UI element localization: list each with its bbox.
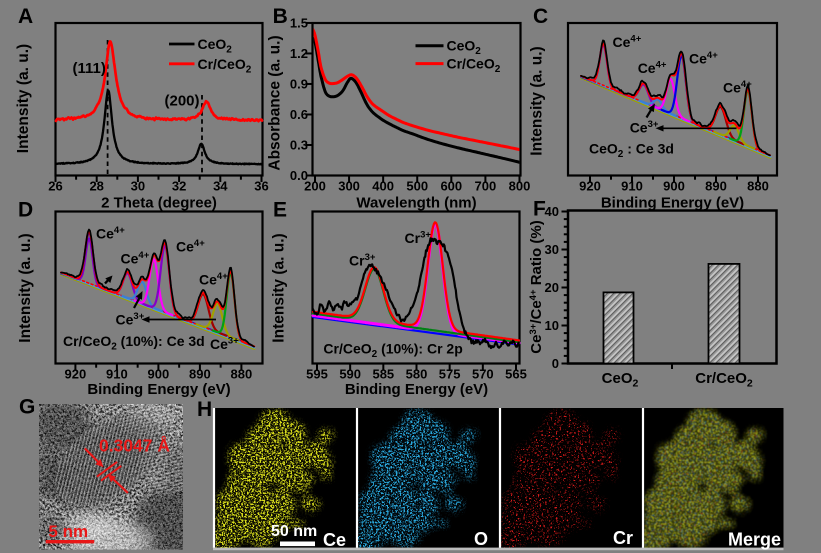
svg-text:(200): (200) bbox=[165, 93, 200, 110]
svg-text:26: 26 bbox=[48, 179, 62, 194]
svg-text:Cr/CeO2: Cr/CeO2 bbox=[695, 370, 753, 390]
svg-text:28: 28 bbox=[89, 179, 103, 194]
svg-text:Intensity (a. u.): Intensity (a. u.) bbox=[17, 233, 34, 342]
svg-text:880: 880 bbox=[747, 179, 769, 194]
svg-text:Ce3+/Ce4+ Ratio (%): Ce3+/Ce4+ Ratio (%) bbox=[528, 220, 545, 353]
svg-text:CeO2 : Ce 3d: CeO2 : Ce 3d bbox=[589, 141, 674, 161]
svg-text:900: 900 bbox=[148, 367, 170, 382]
svg-text:(111): (111) bbox=[73, 60, 106, 77]
svg-text:200: 200 bbox=[304, 179, 326, 194]
svg-text:910: 910 bbox=[106, 367, 128, 382]
svg-text:890: 890 bbox=[705, 179, 727, 194]
svg-text:Binding Energy (eV): Binding Energy (eV) bbox=[87, 381, 230, 398]
svg-text:Intensity (a. u.): Intensity (a. u.) bbox=[271, 233, 288, 342]
svg-text:Ce: Ce bbox=[323, 530, 346, 550]
svg-text:E: E bbox=[273, 199, 287, 222]
svg-text:CeO2: CeO2 bbox=[198, 36, 233, 56]
svg-text:20: 20 bbox=[545, 280, 559, 295]
svg-text:585: 585 bbox=[372, 367, 394, 382]
svg-text:CeO2: CeO2 bbox=[447, 38, 482, 58]
svg-text:H: H bbox=[197, 398, 212, 421]
svg-text:0.0: 0.0 bbox=[290, 168, 308, 183]
svg-text:565: 565 bbox=[505, 367, 527, 382]
svg-text:920: 920 bbox=[65, 367, 87, 382]
svg-text:400: 400 bbox=[372, 179, 394, 194]
svg-text:32: 32 bbox=[172, 179, 186, 194]
svg-text:D: D bbox=[18, 199, 33, 222]
svg-text:800: 800 bbox=[509, 179, 531, 194]
svg-text:F: F bbox=[533, 198, 546, 221]
svg-text:Intensity (a. u.): Intensity (a. u.) bbox=[15, 44, 32, 153]
svg-text:G: G bbox=[19, 396, 35, 419]
svg-text:600: 600 bbox=[440, 179, 462, 194]
svg-text:Cr/CeO2 (10%): Cr 2p: Cr/CeO2 (10%): Cr 2p bbox=[323, 341, 462, 361]
svg-text:Binding Energy (eV): Binding Energy (eV) bbox=[601, 195, 744, 212]
svg-text:30: 30 bbox=[131, 179, 145, 194]
svg-text:910: 910 bbox=[621, 179, 643, 194]
svg-text:900: 900 bbox=[663, 179, 685, 194]
svg-text:Binding Energy (eV): Binding Energy (eV) bbox=[345, 381, 488, 398]
svg-text:920: 920 bbox=[579, 179, 601, 194]
svg-text:Cr/CeO2: Cr/CeO2 bbox=[447, 55, 501, 75]
svg-text:2 Theta (degree): 2 Theta (degree) bbox=[101, 195, 217, 212]
svg-text:C: C bbox=[533, 5, 548, 28]
svg-text:Intensity (a. u.): Intensity (a. u.) bbox=[529, 46, 546, 155]
svg-text:0.3047 Å: 0.3047 Å bbox=[99, 436, 170, 456]
svg-text:0.6: 0.6 bbox=[290, 107, 308, 122]
svg-text:Wavelength (nm): Wavelength (nm) bbox=[356, 195, 476, 212]
svg-text:Cr: Cr bbox=[613, 528, 633, 548]
svg-text:50 nm: 50 nm bbox=[271, 523, 317, 540]
svg-text:Cr/CeO2: Cr/CeO2 bbox=[198, 56, 252, 76]
svg-text:500: 500 bbox=[406, 179, 428, 194]
svg-text:O: O bbox=[474, 529, 488, 549]
svg-text:0: 0 bbox=[552, 356, 559, 371]
svg-text:1.5: 1.5 bbox=[290, 15, 308, 30]
svg-text:40: 40 bbox=[545, 204, 559, 219]
svg-text:1.2: 1.2 bbox=[290, 46, 308, 61]
svg-text:575: 575 bbox=[439, 367, 461, 382]
svg-text:880: 880 bbox=[231, 367, 253, 382]
svg-text:300: 300 bbox=[338, 179, 360, 194]
svg-text:700: 700 bbox=[475, 179, 497, 194]
svg-text:10: 10 bbox=[545, 318, 559, 333]
svg-text:595: 595 bbox=[306, 367, 328, 382]
svg-text:30: 30 bbox=[545, 242, 559, 257]
svg-text:590: 590 bbox=[339, 367, 361, 382]
svg-text:Merge: Merge bbox=[728, 530, 781, 550]
svg-text:580: 580 bbox=[406, 367, 428, 382]
svg-text:0.9: 0.9 bbox=[290, 76, 308, 91]
svg-text:36: 36 bbox=[254, 179, 268, 194]
svg-text:Absorbance (a. u.): Absorbance (a. u.) bbox=[267, 35, 284, 170]
svg-text:A: A bbox=[18, 5, 33, 28]
svg-text:570: 570 bbox=[472, 367, 494, 382]
svg-text:34: 34 bbox=[213, 179, 228, 194]
svg-text:5 nm: 5 nm bbox=[48, 522, 88, 541]
svg-text:B: B bbox=[273, 5, 288, 28]
svg-text:890: 890 bbox=[189, 367, 211, 382]
svg-text:0.3: 0.3 bbox=[290, 137, 308, 152]
svg-text:CeO2: CeO2 bbox=[602, 370, 639, 390]
svg-text:Cr/CeO2 (10%): Ce 3d: Cr/CeO2 (10%): Ce 3d bbox=[63, 333, 205, 353]
